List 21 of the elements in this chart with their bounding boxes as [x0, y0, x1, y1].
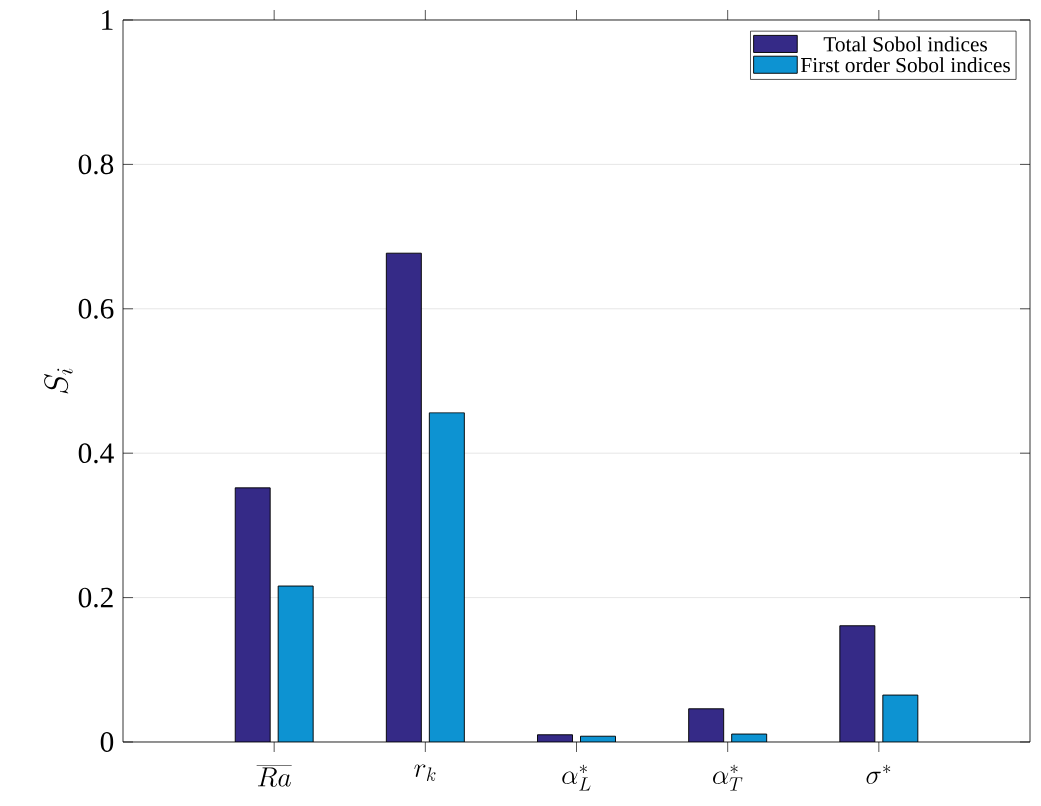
y-axis-title: $S_i$ [44, 368, 73, 394]
bar [234, 487, 271, 742]
bar [428, 412, 465, 742]
x-tick-label: $\sigma^*$ [866, 764, 891, 784]
bar [882, 694, 919, 742]
y-tick-label: 0.6 [78, 298, 114, 319]
bar [839, 625, 876, 742]
x-tick-label: $\overline{Ra}$ [256, 765, 292, 787]
y-tick-label: 0.2 [78, 587, 113, 608]
x-tick-label: $\alpha_T^*$ [713, 764, 743, 791]
y-tick-label: 0.4 [78, 443, 114, 464]
legend-label: Total Sobol indices [823, 36, 988, 52]
x-tick-label: $r_k$ [414, 764, 436, 781]
x-tick-label: $\alpha_L^*$ [562, 764, 591, 791]
bar [277, 585, 314, 742]
bar [385, 252, 422, 742]
y-tick-label: 0.8 [78, 154, 114, 175]
bar [688, 708, 725, 742]
y-tick-label: 1 [102, 10, 113, 30]
legend-label: First order Sobol indices [800, 57, 1010, 73]
y-tick-label: 0 [100, 732, 114, 752]
